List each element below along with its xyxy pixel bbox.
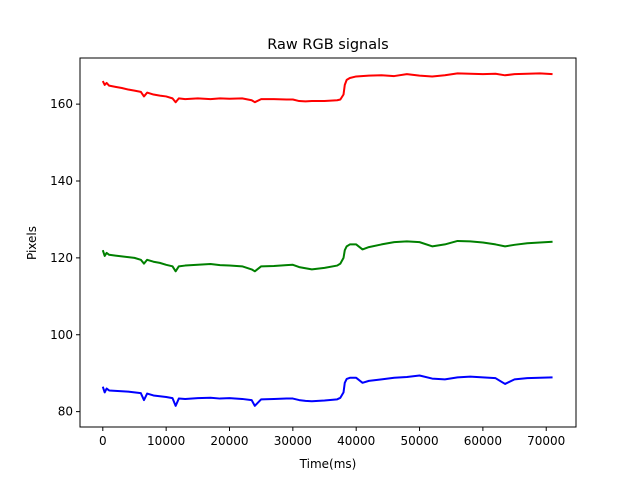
y-axis-label: Pixels (25, 226, 39, 260)
x-tick-label: 60000 (464, 434, 502, 448)
x-axis-label: Time(ms) (299, 457, 357, 471)
x-tick-label: 40000 (337, 434, 375, 448)
y-tick-label: 80 (58, 405, 73, 419)
chart-title: Raw RGB signals (267, 37, 388, 53)
y-tick-label: 140 (50, 174, 73, 188)
x-tick-label: 50000 (400, 434, 438, 448)
y-axis: 80 100 120 140 160 (50, 97, 80, 419)
series-line-0 (101, 72, 553, 104)
y-tick-label: 120 (50, 251, 73, 265)
x-axis: 0 10000 20000 30000 40000 50000 60000 70000 (99, 427, 565, 448)
x-tick-label: 0 (99, 434, 107, 448)
x-tick-label: 10000 (147, 434, 185, 448)
series-layer (101, 72, 553, 407)
series-line-1 (101, 239, 553, 273)
plot-frame (79, 57, 577, 428)
y-tick-label: 160 (50, 97, 73, 111)
y-tick-label: 100 (50, 328, 73, 342)
x-tick-label: 20000 (210, 434, 248, 448)
series-line-2 (101, 374, 553, 407)
x-tick-label: 30000 (274, 434, 312, 448)
x-tick-label: 70000 (527, 434, 565, 448)
